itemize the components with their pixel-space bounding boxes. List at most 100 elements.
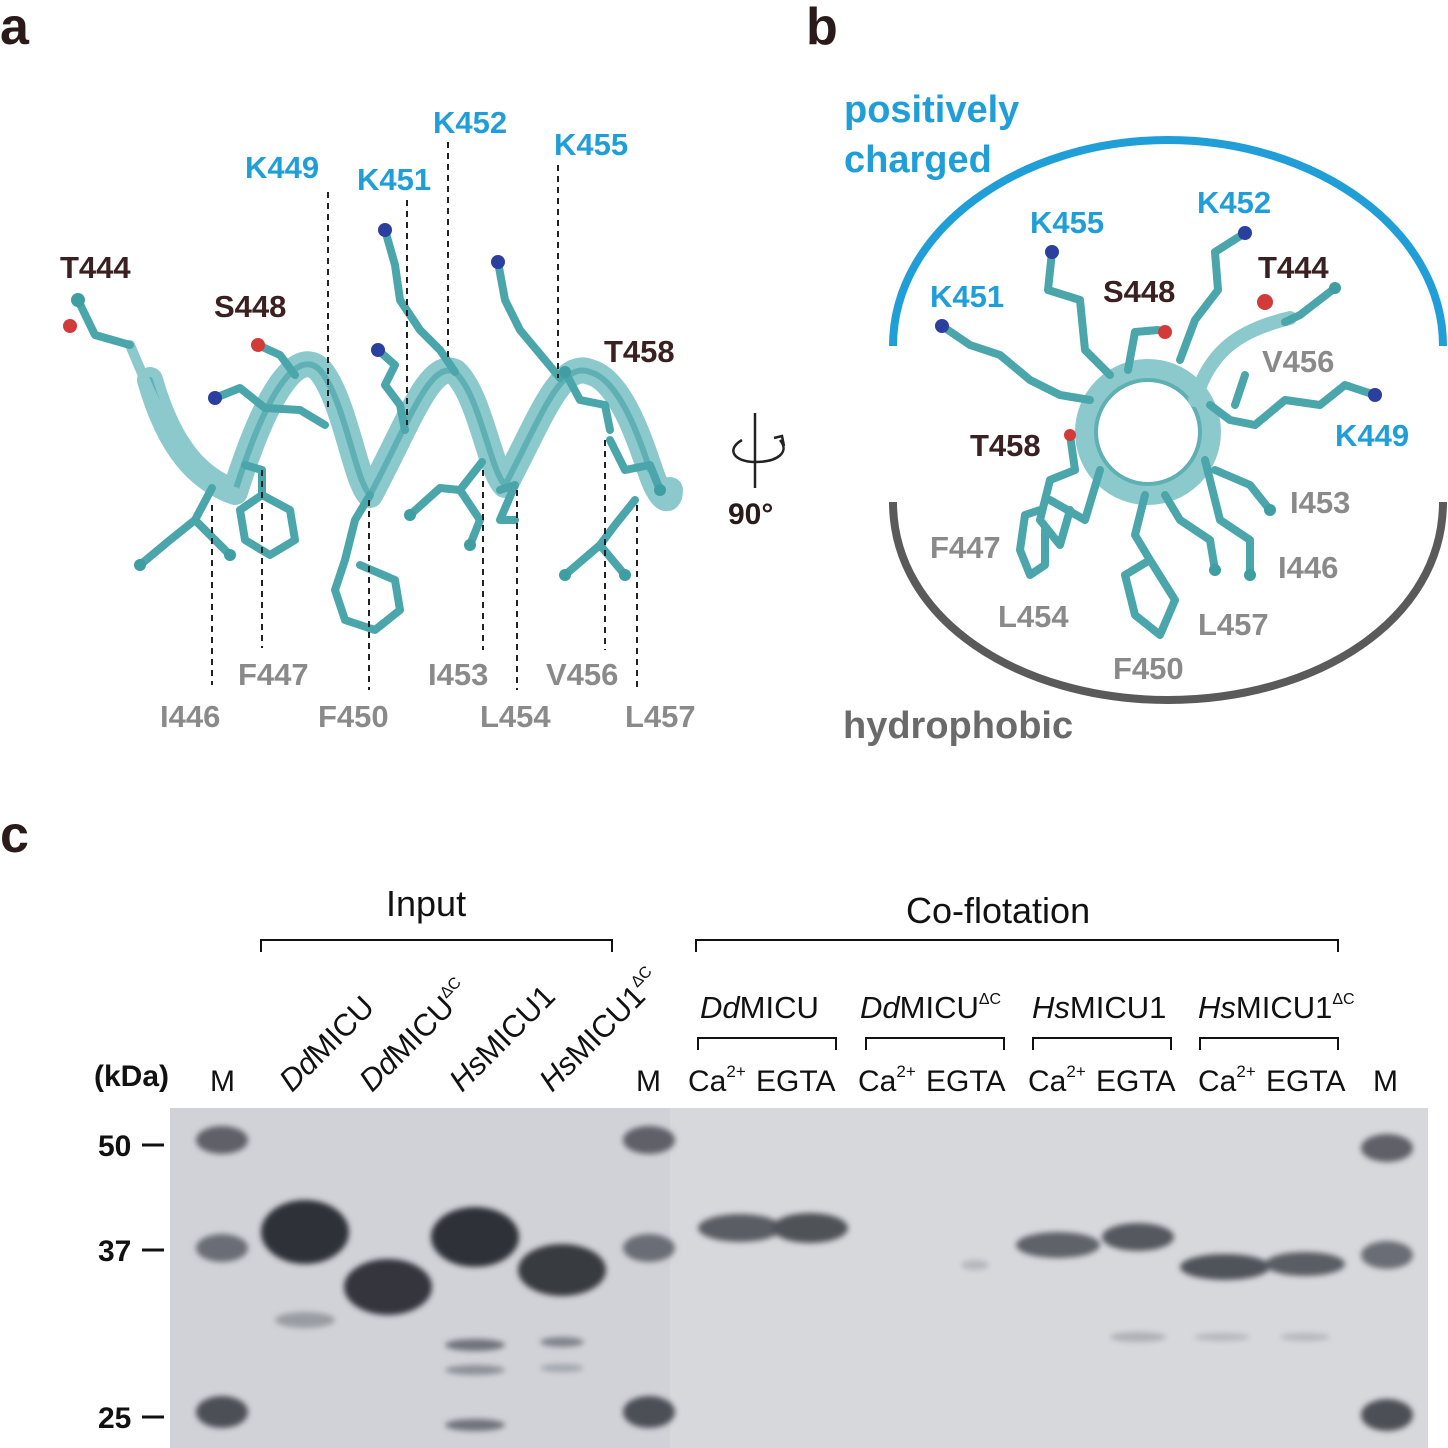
lane-ca-3: Ca2+ [1028, 1062, 1086, 1098]
lane-ca-4: Ca2+ [1198, 1062, 1256, 1098]
coflot-label-2: DdMICUΔC [860, 990, 1001, 1025]
lane-ca-2: Ca2+ [858, 1062, 916, 1098]
oxygen-atom [63, 319, 77, 333]
label-i446: I446 [160, 699, 220, 734]
label-k455: K455 [1030, 205, 1104, 240]
sidechain-l454 [1046, 466, 1104, 524]
sidechain-t444 [1281, 284, 1339, 326]
bracket-sample-4 [1199, 1037, 1339, 1050]
label-i453: I453 [428, 657, 488, 692]
sidechain-v456 [606, 436, 664, 494]
nitrogen-atom [378, 223, 392, 237]
oxygen-atom [1158, 325, 1172, 339]
rotation-angle: 90° [728, 498, 773, 531]
label-i453: I453 [1290, 485, 1350, 520]
rotation-indicator: 90° [728, 413, 786, 531]
sidechain-k451b [374, 346, 409, 434]
bracket-input [260, 939, 613, 952]
label-s448: S448 [214, 289, 286, 324]
sidechain-k455 [494, 258, 564, 382]
label-l454: L454 [480, 699, 551, 734]
sidechain-k451 [381, 226, 459, 376]
region-label-positive-line2: charged [844, 139, 992, 181]
atom [1329, 282, 1341, 294]
coil-tail [125, 340, 240, 497]
label-v456: V456 [546, 657, 618, 692]
sidechain-i446 [1201, 456, 1254, 579]
sidechain-v456 [1231, 371, 1249, 409]
sidechain-i453 [1211, 466, 1274, 514]
oxygen-atom [251, 338, 265, 352]
label-t444: T444 [1258, 250, 1329, 285]
lane-marker-3: M [1373, 1065, 1398, 1098]
lane-egta-2: EGTA [926, 1065, 1005, 1098]
bracket-sample-2 [865, 1037, 1005, 1050]
sidechain-s448 [254, 341, 299, 379]
label-k451: K451 [930, 279, 1004, 314]
lane-egta-1: EGTA [756, 1065, 835, 1098]
coflot-label-4: HsMICU1ΔC [1198, 990, 1355, 1025]
sidechain-t458 [561, 368, 614, 434]
lane-egta-4: EGTA [1266, 1065, 1345, 1098]
lane-marker-2: M [636, 1065, 661, 1098]
nitrogen-atom [208, 391, 222, 405]
region-label-positive-line1: positively [844, 89, 1019, 131]
leader-lines-a [211, 142, 638, 690]
atom [404, 509, 416, 521]
label-f450: F450 [1113, 651, 1184, 686]
lane-marker-1: M [210, 1065, 235, 1098]
atom [559, 366, 571, 378]
nitrogen-atom [1368, 388, 1382, 402]
atom [619, 569, 631, 581]
nitrogen-atom [1238, 226, 1252, 240]
oxygen-atom [1257, 294, 1273, 310]
label-l457: L457 [1198, 607, 1269, 642]
sidechain-f447 [1016, 506, 1049, 579]
kda-label: (kDa) [94, 1060, 169, 1093]
sidechain-f450 [1121, 491, 1179, 639]
label-k452: K452 [433, 105, 507, 140]
atom [559, 569, 571, 581]
sidechain-k452 [1176, 229, 1249, 364]
sidechain-f450 [331, 491, 404, 634]
atom [464, 539, 476, 551]
hydrophobic-arc [889, 501, 1447, 705]
mw-25: 25 [98, 1402, 131, 1435]
atom [1244, 569, 1256, 581]
sidechain-i446b [191, 516, 234, 559]
positive-arc [889, 135, 1447, 347]
nitrogen-atom [1045, 245, 1059, 259]
label-t444: T444 [60, 250, 131, 285]
lane-ca-1: Ca2+ [688, 1062, 746, 1098]
label-f447: F447 [238, 657, 309, 692]
sidechain-f447 [236, 461, 299, 559]
sidechain-l457 [1161, 491, 1219, 574]
helix-top-view [935, 226, 1382, 639]
sidechain-i453b [456, 486, 484, 549]
sidechain-t444 [74, 296, 134, 349]
label-l454: L454 [998, 599, 1069, 634]
label-s448: S448 [1103, 274, 1175, 309]
sidechain-t458 [1036, 431, 1079, 549]
mw-50: 50 [98, 1130, 131, 1163]
lane-egta-3: EGTA [1096, 1065, 1175, 1098]
arrow-head-icon [773, 434, 786, 447]
sidechain-k449 [211, 384, 329, 429]
helix-edge [147, 361, 653, 500]
label-v456: V456 [1262, 344, 1334, 379]
label-f447: F447 [930, 530, 1001, 565]
panel-letter-a: a [0, 0, 30, 56]
sidechain-s448 [1124, 326, 1162, 374]
bracket-coflotation [695, 939, 1339, 952]
helix-ring-inner [1094, 378, 1202, 486]
label-k455: K455 [554, 127, 628, 162]
atom [224, 549, 236, 561]
coflot-label-1: DdMICU [700, 990, 819, 1025]
helix-ring [1075, 359, 1221, 505]
label-t458: T458 [604, 334, 675, 369]
atom [1264, 504, 1276, 516]
heading-coflotation: Co-flotation [906, 890, 1090, 931]
bracket-sample-1 [697, 1037, 837, 1050]
coflot-label-3: HsMICU1 [1032, 990, 1166, 1025]
label-k449: K449 [1335, 418, 1409, 453]
